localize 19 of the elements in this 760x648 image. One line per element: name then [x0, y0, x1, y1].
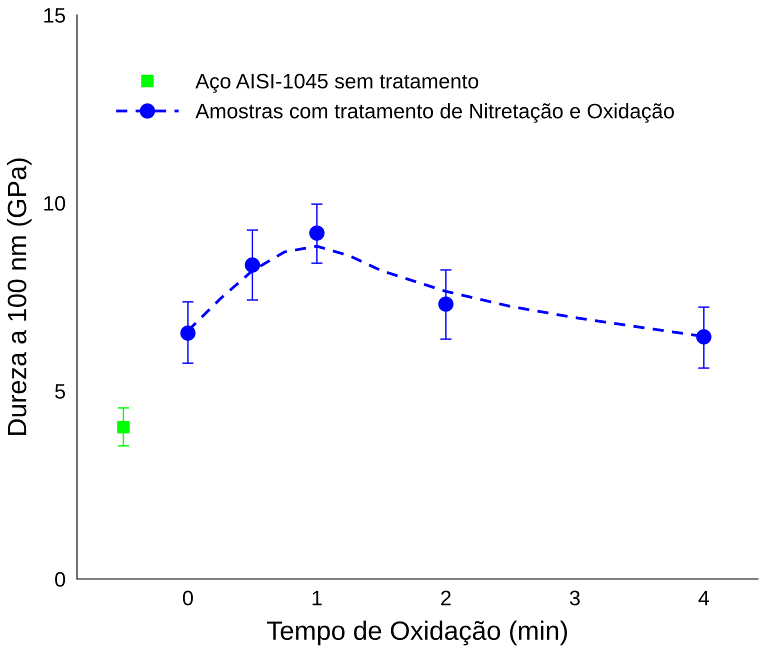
y-tick-label: 0	[55, 572, 66, 587]
x-tick-label: 4	[698, 590, 710, 606]
point	[309, 225, 325, 241]
x-tick-label: 1	[312, 590, 322, 606]
point	[180, 325, 196, 341]
y-axis-title: Dureza a 100 nm (GPa)	[7, 158, 32, 435]
point	[438, 296, 454, 312]
x-tick-label: 0	[182, 590, 193, 606]
point	[244, 257, 260, 273]
point	[696, 329, 712, 344]
y-tick-label: 15	[44, 8, 66, 23]
y-tick-label: 5	[55, 384, 66, 399]
x-tick-label: 3	[570, 590, 580, 606]
legend-label: Aço AISI-1045 sem tratamento	[195, 74, 478, 93]
x-axis-title: Tempo de Oxidação (min)	[267, 620, 567, 646]
y-tick-label: 10	[44, 196, 66, 211]
legend-label: Amostras com tratamento de Nitretação e Oxidação	[195, 103, 674, 123]
point	[117, 420, 130, 434]
x-tick-label: 2	[441, 590, 451, 606]
